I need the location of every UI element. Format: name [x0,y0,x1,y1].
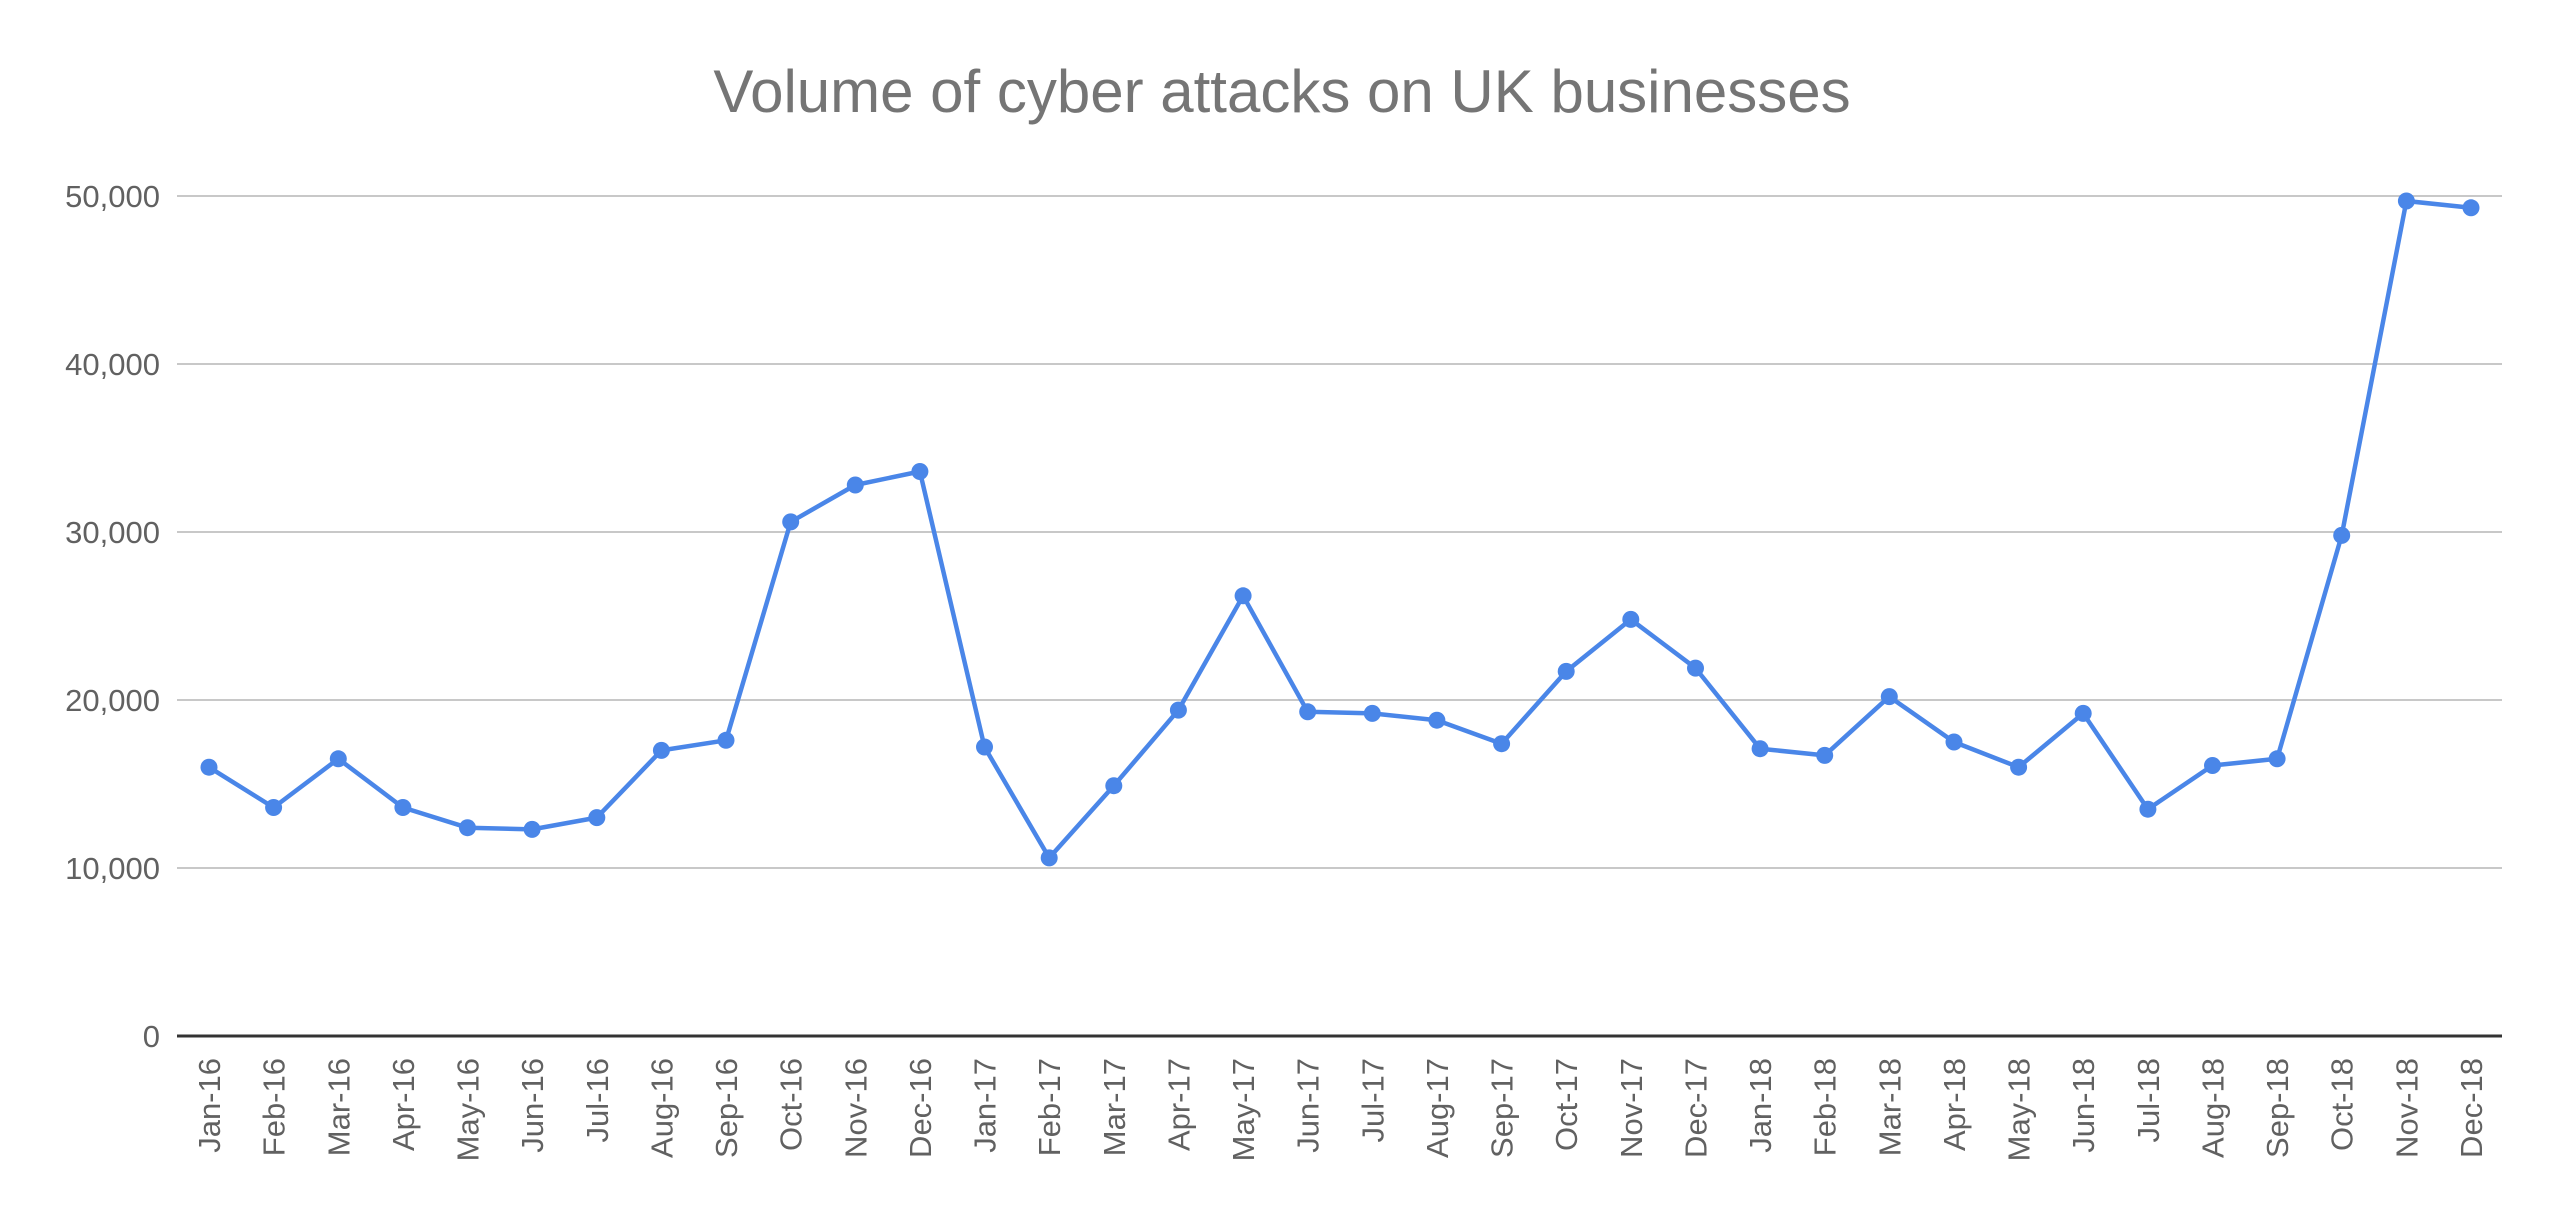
x-tick-label: Mar-18 [1872,1058,1907,1156]
x-tick-label: Mar-17 [1097,1058,1132,1156]
data-point [265,799,283,816]
data-point [1687,659,1704,677]
y-tick-label: 30,000 [65,515,160,550]
x-tick-label: Sep-18 [2260,1058,2295,1158]
data-point [2074,704,2092,722]
x-tick-label: Aug-16 [644,1058,679,1158]
data-point [459,819,476,837]
data-point [1299,703,1317,721]
data-point [652,741,670,759]
x-tick-label: Dec-17 [1678,1058,1713,1158]
data-point [523,820,541,838]
x-tick-label: Aug-17 [1420,1058,1455,1158]
x-tick-label: Jan-17 [968,1058,1003,1153]
x-tick-label: Oct-17 [1549,1058,1584,1151]
x-tick-label: Apr-16 [386,1058,421,1151]
x-tick-label: Apr-17 [1161,1058,1196,1151]
y-axis: 0 10,000 20,000 30,000 40,000 50,000 [65,179,160,1054]
data-point [1234,587,1252,605]
data-point [2333,526,2351,544]
x-tick-label: Jun-17 [1291,1058,1326,1153]
x-tick-label: May-16 [451,1058,486,1161]
data-point [1169,701,1187,719]
x-tick-label: Feb-17 [1032,1058,1067,1156]
data-point [2268,750,2286,768]
y-tick-label: 0 [143,1019,160,1054]
y-tick-label: 40,000 [65,347,160,382]
data-point [2010,758,2028,776]
data-point [1105,777,1123,795]
x-tick-label: Sep-16 [709,1058,744,1158]
data-point [1428,711,1446,729]
data-point [1816,746,1834,764]
x-tick-label: May-17 [1226,1058,1261,1161]
x-tick-label: Jun-18 [2066,1058,2101,1153]
x-tick-label: Jan-18 [1743,1058,1778,1153]
data-point [1622,610,1640,628]
data-point [1557,662,1575,680]
x-tick-label: Jun-16 [515,1058,550,1153]
data-point [588,809,606,827]
series-group [200,192,2480,867]
y-tick-label: 50,000 [65,179,160,214]
x-tick-label: Oct-16 [774,1058,809,1151]
data-point [200,758,218,776]
data-point [911,463,929,480]
y-tick-label: 20,000 [65,683,160,718]
x-tick-label: Aug-18 [2195,1058,2230,1158]
x-tick-label: Mar-16 [321,1058,356,1156]
x-tick-label: Jul-17 [1355,1058,1390,1142]
x-tick-label: May-18 [2002,1058,2037,1161]
x-tick-label: Apr-18 [1937,1058,1972,1151]
x-axis: Jan-16 Feb-16 Mar-16 Apr-16 May-16 Jun-16 Jul-… [192,1058,2489,1161]
x-tick-label: Jul-18 [2131,1058,2166,1142]
data-point [1493,735,1511,753]
data-point [1945,733,1963,751]
data-point [976,738,993,756]
series-line [206,198,2474,861]
x-tick-label: Feb-18 [1808,1058,1843,1156]
gridlines [177,195,2502,869]
data-point [2462,199,2480,217]
x-tick-label: Nov-17 [1614,1058,1649,1158]
x-tick-label: Nov-18 [2389,1058,2424,1158]
x-tick-label: Jan-16 [192,1058,227,1153]
data-point [2397,192,2415,210]
data-point [1880,688,1898,706]
data-point [2139,800,2157,818]
data-point [329,750,347,768]
x-tick-label: Dec-18 [2454,1058,2489,1158]
y-tick-label: 10,000 [65,851,160,886]
x-tick-label: Sep-17 [1485,1058,1520,1158]
data-point [782,513,800,531]
chart-title: Volume of cyber attacks on UK businesses [713,58,1850,125]
data-point [1040,849,1058,867]
data-point [846,476,864,494]
data-point [2204,757,2221,774]
data-point [394,799,412,816]
x-tick-label: Nov-16 [838,1058,873,1158]
x-tick-label: Dec-16 [903,1058,938,1158]
data-point [1751,740,1769,758]
x-tick-label: Feb-16 [257,1058,292,1156]
x-tick-label: Oct-18 [2325,1058,2360,1151]
x-tick-label: Jul-16 [580,1058,615,1142]
data-point [717,731,735,749]
data-point [1363,704,1381,722]
